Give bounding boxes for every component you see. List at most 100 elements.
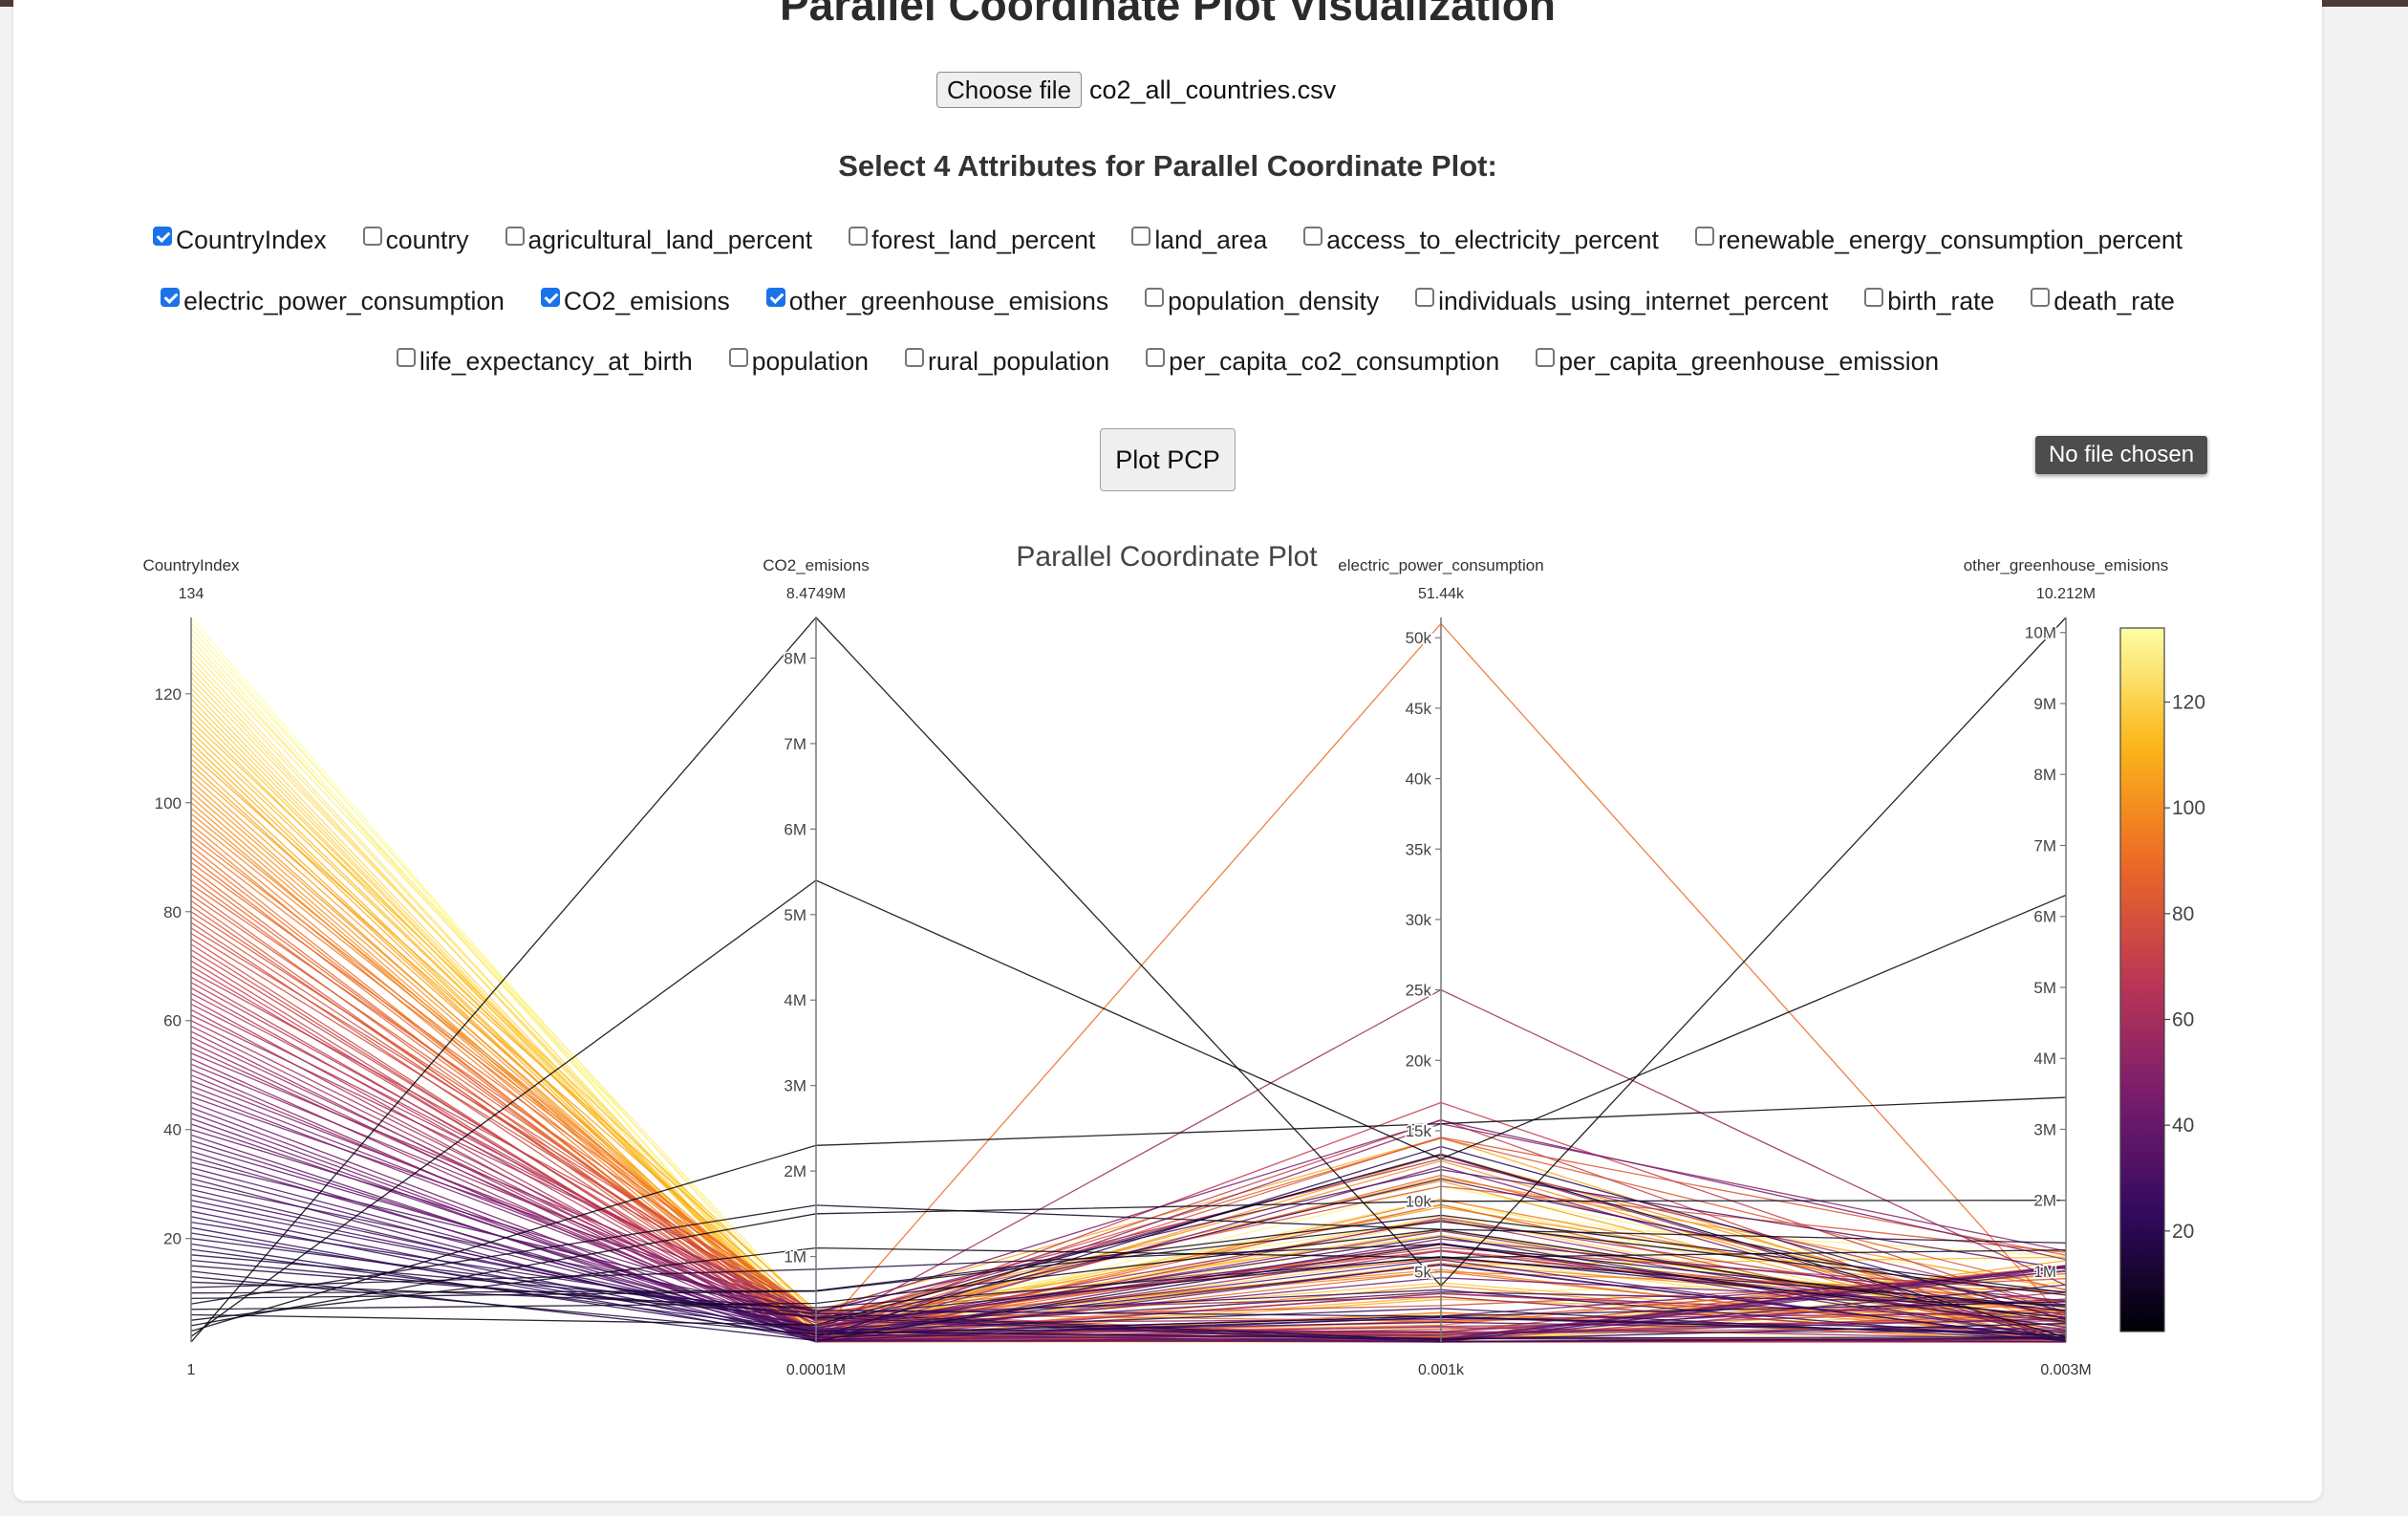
attribute-option[interactable]: forest_land_percent <box>849 226 1095 255</box>
checkbox[interactable] <box>2031 287 2051 307</box>
axis-tick-label: 7M <box>784 735 806 753</box>
attribute-row-3: life_expectancy_at_birth population rural_… <box>13 347 2322 377</box>
axis-tick-label: 25k <box>1406 982 1432 1000</box>
axis-min-label: 0.0001M <box>786 1362 846 1378</box>
attribute-option[interactable]: CountryIndex <box>152 226 327 255</box>
attribute-label: birth_rate <box>1887 287 1995 315</box>
checkbox[interactable] <box>1145 287 1165 307</box>
checkbox[interactable] <box>362 226 382 246</box>
data-polyline <box>190 780 2067 1340</box>
attribute-option[interactable]: access_to_electricity_percent <box>1303 226 1659 255</box>
attribute-label: CountryIndex <box>175 226 327 254</box>
axis-tick-label: 35k <box>1406 840 1432 858</box>
axis[interactable]: CO2_emisions 8.4749M 0.0001M 1M 2M 3M 4M 5M 6M 7M… <box>763 556 870 1378</box>
axis-tick-label: 1M <box>784 1248 806 1267</box>
axis[interactable]: electric_power_consumption 51.44k 0.001k 5k… <box>1338 556 1543 1378</box>
attribute-option[interactable]: birth_rate <box>1864 287 1994 316</box>
checkbox-checked[interactable] <box>540 287 560 307</box>
checkbox[interactable] <box>1536 347 1556 367</box>
axis-tick-label: 3M <box>2033 1120 2056 1138</box>
checkbox[interactable] <box>1415 287 1435 307</box>
axis-tick-label: 8M <box>784 649 806 667</box>
data-polyline <box>190 1095 2067 1314</box>
checkbox-checked[interactable] <box>765 287 785 307</box>
data-polyline <box>190 1112 2067 1342</box>
attribute-option[interactable]: per_capita_greenhouse_emission <box>1536 347 1939 377</box>
attribute-option[interactable]: agricultural_land_percent <box>505 226 812 255</box>
checkbox[interactable] <box>905 347 925 367</box>
checkbox[interactable] <box>396 347 416 367</box>
axis-min-label: 0.003M <box>2040 1362 2091 1378</box>
axis[interactable]: other_greenhouse_emisions 10.212M 0.003M 1M… <box>1964 556 2169 1378</box>
attribute-option[interactable]: country <box>362 226 469 255</box>
attribute-label: population <box>751 347 870 376</box>
data-polyline <box>190 1204 2067 1305</box>
attribute-label: electric_power_consumption <box>183 287 505 315</box>
data-polyline <box>190 861 2067 1322</box>
axis-tick-label: 1M <box>2033 1263 2056 1281</box>
checkbox-checked[interactable] <box>152 226 172 246</box>
data-polyline <box>190 1265 2067 1341</box>
attribute-option[interactable]: per_capita_co2_consumption <box>1146 347 1499 377</box>
attribute-option[interactable]: other_greenhouse_emisions <box>765 287 1108 316</box>
data-polyline <box>190 1096 2067 1332</box>
file-input-row: Choose file co2_all_countries.csv <box>936 71 1336 109</box>
axis-tick-label: 5k <box>1414 1263 1431 1281</box>
checkbox[interactable] <box>728 347 748 367</box>
attribute-label: life_expectancy_at_birth <box>419 347 693 376</box>
plot-pcp-button[interactable]: Plot PCP <box>1100 428 1236 491</box>
attribute-option[interactable]: renewable_energy_consumption_percent <box>1694 226 2182 255</box>
attribute-option[interactable]: rural_population <box>905 347 1109 377</box>
axis-tick-label: 15k <box>1406 1122 1432 1140</box>
data-polyline <box>190 1248 2067 1339</box>
data-polyline <box>190 671 2067 1335</box>
checkbox[interactable] <box>505 226 525 246</box>
axis-max-label: 134 <box>179 586 204 602</box>
attribute-label: population_density <box>1168 287 1380 315</box>
axis-tick-label: 40 <box>163 1121 182 1139</box>
attribute-label: per_capita_greenhouse_emission <box>1559 347 1940 376</box>
attribute-label: land_area <box>1154 226 1268 254</box>
axis-tick-label: 80 <box>163 903 182 921</box>
data-polyline <box>190 790 2067 1343</box>
axis-tick-label: 20k <box>1406 1051 1432 1070</box>
attribute-option[interactable]: CO2_emisions <box>540 287 730 316</box>
axis-tick-label: 50k <box>1406 629 1432 647</box>
choose-file-button[interactable]: Choose file <box>936 72 1082 108</box>
data-polyline <box>190 1246 2067 1321</box>
checkbox[interactable] <box>1694 226 1714 246</box>
data-polyline <box>190 1079 2067 1324</box>
attribute-label: access_to_electricity_percent <box>1326 226 1659 254</box>
axis-tick-label: 120 <box>155 685 182 704</box>
colorbar: 20 40 60 80 100 120 <box>2119 627 2205 1332</box>
page-title: Parallel Coordinate Plot Visualization <box>779 0 1556 30</box>
data-polyline <box>190 1228 2067 1323</box>
axis-max-label: 10.212M <box>2036 586 2096 602</box>
axis-title: other_greenhouse_emisions <box>1964 556 2169 574</box>
data-polyline <box>190 1063 2067 1341</box>
polyline-layer <box>190 617 2067 1343</box>
checkbox[interactable] <box>849 226 869 246</box>
attribute-option[interactable]: population_density <box>1145 287 1379 316</box>
checkbox[interactable] <box>1303 226 1323 246</box>
attribute-option[interactable]: population <box>728 347 870 377</box>
checkbox-checked[interactable] <box>161 287 181 307</box>
attribute-option[interactable]: electric_power_consumption <box>161 287 505 316</box>
axis-tick-label: 45k <box>1406 700 1432 718</box>
data-polyline <box>190 1200 2067 1327</box>
checkbox[interactable] <box>1131 226 1151 246</box>
data-polyline <box>190 1153 2067 1338</box>
attribute-option[interactable]: individuals_using_internet_percent <box>1415 287 1828 316</box>
attribute-option[interactable]: land_area <box>1131 226 1267 255</box>
data-polyline <box>190 1020 2067 1342</box>
parallel-coordinate-plot: Parallel Coordinate Plot CountryIndex 134… <box>142 541 2205 1378</box>
attribute-option[interactable]: death_rate <box>2031 287 2175 316</box>
attribute-option[interactable]: life_expectancy_at_birth <box>396 347 693 377</box>
axes-layer: CountryIndex134120406080100120CO2_emisio… <box>142 556 2168 1378</box>
data-polyline <box>190 965 2067 1335</box>
checkbox[interactable] <box>1146 347 1166 367</box>
data-polyline <box>190 949 2067 1343</box>
checkbox[interactable] <box>1864 287 1884 307</box>
axis-tick-label: 9M <box>2033 695 2056 713</box>
